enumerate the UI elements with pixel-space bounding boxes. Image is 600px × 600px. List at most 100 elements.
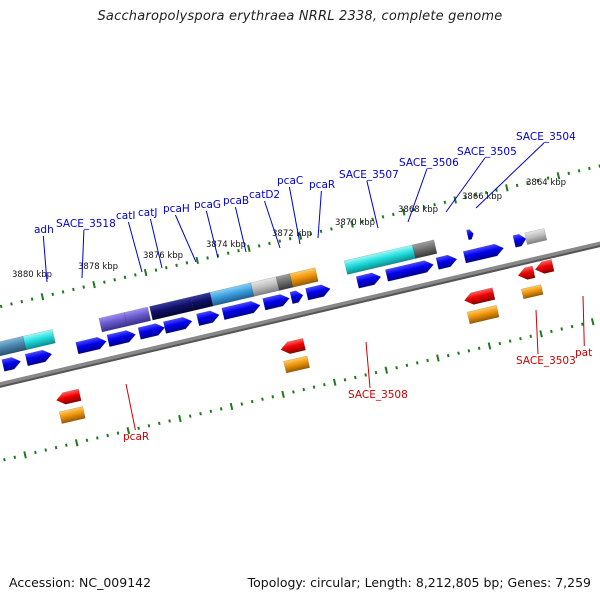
gene-forward-block[interactable] xyxy=(0,335,27,358)
gene-forward[interactable] xyxy=(1,356,22,372)
ruler-tick xyxy=(546,176,550,180)
gene-label-reverse[interactable]: SACE_3503 xyxy=(516,355,576,367)
gene-reverse[interactable] xyxy=(517,265,536,281)
gene-reverse[interactable] xyxy=(463,287,496,307)
gene-reverse-block[interactable] xyxy=(521,284,544,300)
ruler-tick xyxy=(567,171,571,175)
gene-forward[interactable] xyxy=(106,329,137,348)
gene-forward[interactable] xyxy=(137,322,166,340)
gene-forward[interactable] xyxy=(466,229,474,241)
gene-label-reverse[interactable]: pat xyxy=(575,347,592,359)
gene-forward[interactable] xyxy=(385,259,434,282)
gene-forward-block[interactable] xyxy=(190,292,214,311)
ruler-tick xyxy=(374,370,378,375)
ruler-tick xyxy=(508,339,512,343)
gene-forward-block[interactable] xyxy=(98,312,128,333)
leader-line xyxy=(365,341,371,389)
ruler-tick xyxy=(168,419,171,423)
gene-forward-block[interactable] xyxy=(289,267,319,288)
ruler-tick xyxy=(199,412,202,416)
gene-label-forward[interactable]: SACE_3518 xyxy=(56,218,116,230)
ruler-bottom xyxy=(3,318,595,462)
ruler-tick xyxy=(51,292,55,296)
ruler-tick xyxy=(82,285,86,289)
ruler-tick xyxy=(40,293,45,301)
ruler-tick xyxy=(384,366,389,374)
gene-forward[interactable] xyxy=(289,289,304,305)
ruler-tick xyxy=(126,427,131,435)
gene-forward[interactable] xyxy=(196,309,220,326)
ruler-tick xyxy=(477,346,481,351)
ruler-top xyxy=(0,164,600,309)
gene-forward-block[interactable] xyxy=(250,276,280,297)
gene-label-forward[interactable]: adh xyxy=(34,224,54,236)
gene-reverse[interactable] xyxy=(55,388,82,406)
gene-forward[interactable] xyxy=(305,283,332,301)
ruler-tick xyxy=(467,349,471,353)
gene-label-forward[interactable]: pcaC xyxy=(277,175,303,187)
gene-forward-block[interactable] xyxy=(524,228,548,245)
gene-forward[interactable] xyxy=(435,253,458,270)
ruler-tick xyxy=(219,407,223,411)
gene-label-forward[interactable]: pcaR xyxy=(309,179,335,191)
gene-label-forward[interactable]: SACE_3505 xyxy=(457,146,517,158)
genome-backbone xyxy=(0,210,600,412)
leader-line xyxy=(125,383,136,431)
gene-label-forward[interactable]: pcaH xyxy=(163,203,190,215)
ruler-tick xyxy=(550,329,553,334)
gene-forward[interactable] xyxy=(24,348,53,367)
gene-forward[interactable] xyxy=(75,335,108,355)
ruler-tick xyxy=(154,268,158,272)
ruler-tick xyxy=(10,302,13,306)
ruler-tick xyxy=(457,351,460,355)
gene-forward-block[interactable] xyxy=(412,239,438,259)
gene-forward-block[interactable] xyxy=(149,296,194,321)
gene-reverse-block[interactable] xyxy=(466,304,500,325)
ruler-tick xyxy=(539,330,543,338)
gene-reverse-block[interactable] xyxy=(283,355,310,374)
ruler-tick xyxy=(65,443,68,447)
gene-label-forward[interactable]: pcaB xyxy=(223,195,249,207)
ruler-tick xyxy=(361,220,364,224)
gene-forward[interactable] xyxy=(512,233,527,248)
map-title: Saccharopolyspora erythraea NRRL 2338, c… xyxy=(97,9,503,24)
ruler-tick xyxy=(209,409,213,413)
leader-line xyxy=(317,190,322,239)
gene-label-forward[interactable]: SACE_3507 xyxy=(339,169,399,181)
gene-forward[interactable] xyxy=(221,299,262,321)
gene-label-forward[interactable]: catJ xyxy=(138,207,157,219)
gene-label-forward[interactable]: SACE_3506 xyxy=(399,157,459,169)
gene-label-reverse[interactable]: SACE_3508 xyxy=(348,389,408,401)
gene-label-reverse[interactable]: pcaR xyxy=(123,431,149,443)
ruler-tick xyxy=(588,166,591,171)
gene-forward[interactable] xyxy=(462,242,505,264)
gene-label-forward[interactable]: pcaG xyxy=(194,199,221,211)
ruler-tick xyxy=(312,385,316,389)
ruler-tick xyxy=(164,265,168,270)
gene-forward-block[interactable] xyxy=(123,306,152,327)
ruler-tick xyxy=(113,278,117,282)
gene-reverse-block[interactable] xyxy=(58,406,86,424)
gene-reverse[interactable] xyxy=(534,259,555,276)
gene-forward[interactable] xyxy=(355,271,382,289)
ruler-tick xyxy=(237,249,240,253)
gene-label-forward[interactable]: catI xyxy=(116,210,135,222)
gene-label-forward[interactable]: catD2 xyxy=(249,189,280,201)
gene-reverse[interactable] xyxy=(279,338,306,355)
ruler-label: 3866 kbp xyxy=(462,192,502,202)
ruler-tick xyxy=(392,212,395,217)
gene-forward-block[interactable] xyxy=(22,329,56,351)
leader-line xyxy=(205,210,219,259)
gene-label-forward[interactable]: SACE_3504 xyxy=(516,131,576,143)
ruler-tick xyxy=(261,397,264,401)
leader-line xyxy=(366,180,379,229)
ruler-tick xyxy=(487,342,492,350)
gene-forward[interactable] xyxy=(163,315,193,334)
ruler-label: 3868 kbp xyxy=(398,205,438,215)
ruler-tick xyxy=(288,236,292,241)
gene-forward[interactable] xyxy=(262,293,291,311)
ruler-tick xyxy=(395,366,398,370)
ruler-tick xyxy=(123,275,127,280)
